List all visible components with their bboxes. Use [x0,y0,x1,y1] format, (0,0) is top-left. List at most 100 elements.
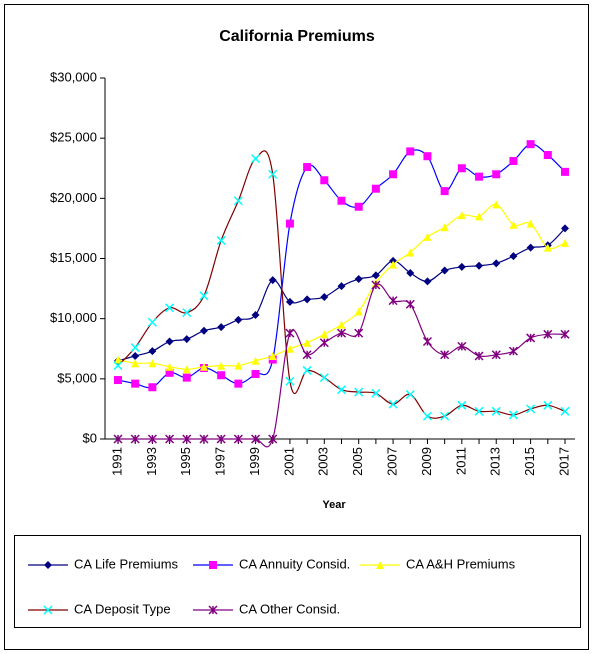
marker [561,224,569,233]
marker-shape [526,243,535,252]
marker [285,297,294,306]
marker [268,351,277,360]
marker [217,323,226,332]
marker [508,346,518,356]
marker-shape [302,365,312,375]
x-tick-label: 2009 [419,447,434,476]
marker [492,170,501,179]
marker-shape [406,147,415,156]
marker [148,383,157,392]
marker [526,404,536,414]
marker-shape [406,268,415,277]
marker-shape [251,370,260,379]
marker [165,303,175,313]
marker-shape [543,400,553,410]
marker [457,211,466,220]
marker [491,350,501,360]
marker [182,308,192,318]
marker-shape [319,373,329,383]
marker-shape [406,248,415,257]
marker-shape [303,338,312,347]
legend-label: CA A&H Premiums [406,556,516,571]
y-tick-label: $15,000 [50,250,97,265]
marker [320,176,329,185]
marker [303,338,312,347]
marker [131,351,140,360]
marker [285,344,294,353]
marker [182,335,191,344]
marker [509,220,518,229]
marker [543,329,553,339]
marker-shape [354,387,364,397]
marker [389,260,398,269]
marker [302,350,312,360]
marker [148,347,157,356]
marker-shape [182,365,191,374]
marker-shape [337,196,346,205]
marker [303,163,312,172]
marker-shape [165,337,174,346]
marker [130,343,140,353]
legend-item: CA Other Consid. [193,601,340,616]
marker-shape [526,140,535,149]
marker-shape [475,212,484,221]
marker-shape [251,154,261,164]
marker-shape [251,311,260,320]
marker-shape [492,200,501,209]
marker-shape [475,172,484,181]
marker [199,362,208,371]
marker [216,434,226,444]
marker [543,400,553,410]
marker [182,434,192,444]
marker [389,170,398,179]
marker-shape [526,219,535,228]
legend-item: CA Life Premiums [28,556,179,571]
marker [354,307,363,316]
marker [475,212,484,221]
marker-shape [543,243,552,252]
marker-shape [165,362,174,371]
marker [543,151,552,160]
marker [131,359,140,368]
marker [320,293,329,302]
marker-shape [285,344,294,353]
marker [319,338,329,348]
marker [457,341,467,351]
marker-shape [217,371,226,380]
marker-shape [371,184,380,193]
marker-shape [114,376,122,385]
marker [371,271,380,280]
marker-shape [182,373,191,382]
marker [371,388,381,398]
marker [560,329,570,339]
marker-shape [303,295,312,304]
marker [113,361,123,371]
marker-shape [457,211,466,220]
marker-shape [354,307,363,316]
marker-shape [440,266,449,275]
marker-shape [376,561,384,569]
marker [354,387,364,397]
x-tick-label: 1997 [213,447,228,476]
marker [165,362,174,371]
marker-shape [285,297,294,306]
marker [199,326,208,335]
marker [251,356,260,365]
marker [388,399,398,409]
y-tick-label: $5,000 [57,370,97,385]
marker [457,164,466,173]
marker-shape [337,320,346,329]
marker [147,317,157,327]
marker [114,355,122,364]
marker-shape [560,406,570,416]
marker [251,370,260,379]
marker [388,296,398,306]
marker [131,379,140,388]
marker-shape [371,271,380,280]
marker-shape [199,362,208,371]
marker [474,351,484,361]
marker [337,320,346,329]
marker-shape [233,196,243,206]
marker [165,337,174,346]
marker-shape [131,351,140,360]
